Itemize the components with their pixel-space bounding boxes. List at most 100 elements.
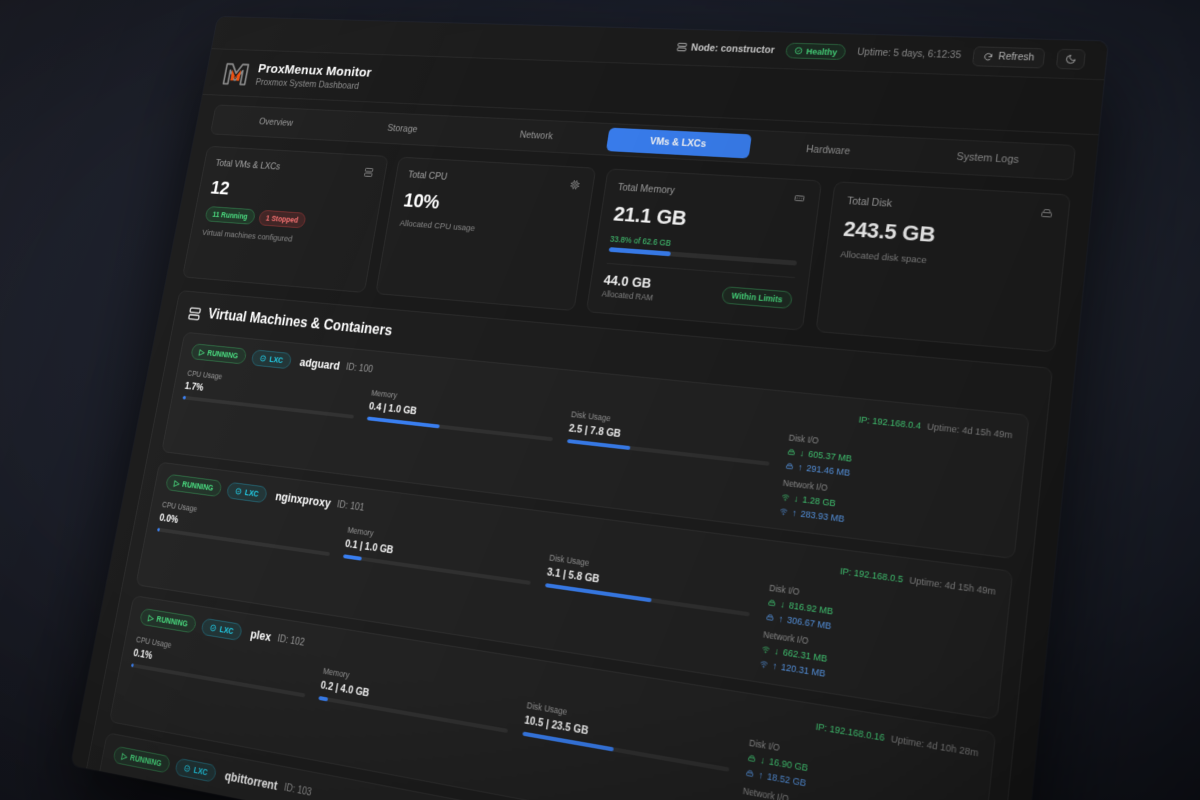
vm-disk-metric: Disk Usage 3.1 | 5.8 GB bbox=[538, 553, 755, 667]
vm-cpu-metric: CPU Usage 0.0% bbox=[149, 500, 336, 602]
vm-list-title: Virtual Machines & Containers bbox=[206, 306, 394, 340]
tab-vms-lxcs[interactable]: VMs & LXCs bbox=[605, 127, 752, 159]
vm-id: ID: 102 bbox=[276, 633, 306, 649]
cpu-chip-icon bbox=[568, 179, 580, 190]
arrow-down-icon: ↓ bbox=[793, 493, 800, 505]
check-circle-icon bbox=[259, 355, 267, 363]
vm-cpu-metric: CPU Usage 0.1% bbox=[122, 635, 310, 745]
arrow-down-icon: ↓ bbox=[799, 447, 805, 459]
stopped-chip: 1 Stopped bbox=[257, 209, 307, 229]
vm-name: plex bbox=[249, 627, 273, 645]
servers-icon bbox=[187, 305, 203, 321]
vm-type-label: LXC bbox=[244, 487, 260, 499]
card-total-memory: Total Memory 21.1 GB 33.8% of 62.6 GB 44… bbox=[585, 168, 823, 331]
network-signal-icon bbox=[781, 492, 791, 502]
vm-ip: IP: 192.168.0.16 bbox=[814, 721, 886, 744]
allocated-ram-label: Allocated RAM bbox=[601, 288, 654, 303]
hard-drive-icon bbox=[745, 768, 755, 779]
vm-ip-uptime: IP: 192.168.0.4 Uptime: 4d 15h 49m bbox=[858, 414, 1013, 440]
vm-uptime: Uptime: 4d 10h 28m bbox=[890, 733, 979, 759]
memory-stick-icon bbox=[793, 192, 806, 204]
vm-row-header: ▷ RUNNING LXC plex ID: 102 IP: 192.168.0.16Up… bbox=[139, 607, 979, 763]
tab-storage[interactable]: Storage bbox=[386, 123, 419, 135]
play-icon: ▷ bbox=[120, 750, 128, 762]
vm-name: qbittorrent bbox=[223, 769, 279, 794]
vm-status-badge: ▷ RUNNING bbox=[112, 745, 172, 774]
moon-icon bbox=[1065, 54, 1078, 65]
vm-type-badge: LXC bbox=[200, 617, 244, 642]
arrow-up-icon: ↑ bbox=[771, 660, 778, 672]
refresh-label: Refresh bbox=[997, 51, 1035, 64]
running-chip: 11 Running bbox=[204, 205, 256, 225]
check-circle-icon bbox=[209, 624, 217, 633]
arrow-down-icon: ↓ bbox=[759, 754, 766, 766]
vm-row[interactable]: ▷ RUNNING LXC plex ID: 102 IP: 192.168.0.16Up… bbox=[108, 595, 997, 800]
vm-status-label: RUNNING bbox=[155, 614, 189, 629]
vm-name: nginxproxy bbox=[274, 489, 332, 511]
vm-list-panel: Virtual Machines & Containers ▷ RUNNING LX… bbox=[73, 290, 1054, 800]
hard-drive-icon bbox=[765, 612, 775, 623]
arrow-up-icon: ↑ bbox=[777, 613, 784, 625]
card-total-vms: Total VMs & LXCs 12 11 Running 1 Stopped… bbox=[182, 145, 389, 293]
tab-overview[interactable]: Overview bbox=[258, 116, 294, 129]
vm-type-label: LXC bbox=[268, 354, 284, 365]
card-total-vms-title: Total VMs & LXCs bbox=[214, 158, 282, 173]
vm-status-badge: ▷ RUNNING bbox=[139, 607, 198, 634]
system-uptime: Uptime: 5 days, 6:12:35 bbox=[856, 47, 962, 62]
card-total-cpu: Total CPU 10% Allocated CPU usage bbox=[374, 156, 596, 312]
vm-status-badge: ▷ RUNNING bbox=[164, 473, 223, 498]
card-total-memory-value: 21.1 GB bbox=[612, 202, 688, 230]
vm-type-badge: LXC bbox=[250, 349, 293, 370]
theme-toggle-button[interactable] bbox=[1055, 48, 1087, 70]
card-total-vms-sub: Virtual machines configured bbox=[201, 227, 294, 245]
arrow-down-icon: ↓ bbox=[779, 598, 786, 610]
vm-disk-metric: Disk Usage 2.5 | 7.8 GB bbox=[560, 409, 774, 514]
server-icon bbox=[676, 42, 687, 52]
vm-type-label: LXC bbox=[192, 764, 209, 778]
status-badge-label: Healthy bbox=[805, 46, 838, 57]
vm-memory-metric: Memory 0.4 | 1.0 GB bbox=[359, 388, 558, 487]
vm-memory-metric: Memory 0.1 | 1.0 GB bbox=[335, 525, 536, 632]
vm-ip: IP: 192.168.0.5 bbox=[839, 565, 904, 585]
allocated-ram-value: 44.0 GB bbox=[602, 272, 653, 291]
vm-cpu-metric: CPU Usage 1.7% bbox=[174, 369, 359, 463]
proxmenux-m-logo bbox=[221, 61, 251, 87]
vm-memory-metric: Memory 0.2 | 4.0 GB bbox=[310, 666, 513, 782]
tab-hardware[interactable]: Hardware bbox=[805, 143, 851, 158]
arrow-up-icon: ↑ bbox=[791, 507, 798, 519]
network-signal-icon bbox=[779, 506, 789, 516]
vm-type-badge: LXC bbox=[225, 481, 269, 504]
vm-status-badge: ▷ RUNNING bbox=[190, 343, 248, 365]
refresh-button[interactable]: Refresh bbox=[971, 46, 1046, 69]
vm-id: ID: 103 bbox=[283, 782, 313, 799]
tab-network[interactable]: Network bbox=[518, 129, 554, 142]
vm-type-badge: LXC bbox=[174, 757, 218, 783]
tab-system-logs[interactable]: System Logs bbox=[956, 151, 1020, 166]
card-total-disk-title: Total Disk bbox=[846, 195, 893, 210]
hard-drive-icon bbox=[786, 447, 796, 457]
card-total-memory-title: Total Memory bbox=[617, 181, 676, 197]
check-circle-icon bbox=[183, 764, 191, 773]
vm-type-label: LXC bbox=[218, 624, 235, 636]
hard-drive-icon bbox=[785, 461, 795, 471]
play-icon: ▷ bbox=[147, 612, 155, 623]
arrow-down-icon: ↓ bbox=[773, 645, 780, 657]
hard-drive-icon bbox=[1040, 207, 1054, 220]
vm-name: adguard bbox=[298, 355, 341, 373]
network-signal-icon bbox=[759, 659, 769, 670]
node-indicator: Node: constructor bbox=[676, 42, 775, 55]
refresh-icon bbox=[983, 52, 994, 62]
vm-id: ID: 101 bbox=[336, 499, 366, 514]
hard-drive-icon bbox=[747, 753, 757, 764]
vm-io-metrics: Disk I/O ↓ 605.37 MB ↑ 291.46 MB Network I/O ↓… bbox=[779, 433, 1011, 544]
play-icon: ▷ bbox=[173, 478, 181, 488]
vm-ip: IP: 192.168.0.4 bbox=[857, 414, 922, 431]
within-limits-badge: Within Limits bbox=[720, 286, 794, 310]
card-total-disk-value: 243.5 GB bbox=[842, 216, 937, 247]
card-total-disk: Total Disk 243.5 GB Allocated disk space bbox=[815, 181, 1072, 353]
card-total-cpu-value: 10% bbox=[401, 188, 442, 214]
arrow-up-icon: ↑ bbox=[797, 462, 804, 473]
card-total-cpu-title: Total CPU bbox=[407, 169, 448, 183]
servers-icon bbox=[363, 167, 374, 178]
